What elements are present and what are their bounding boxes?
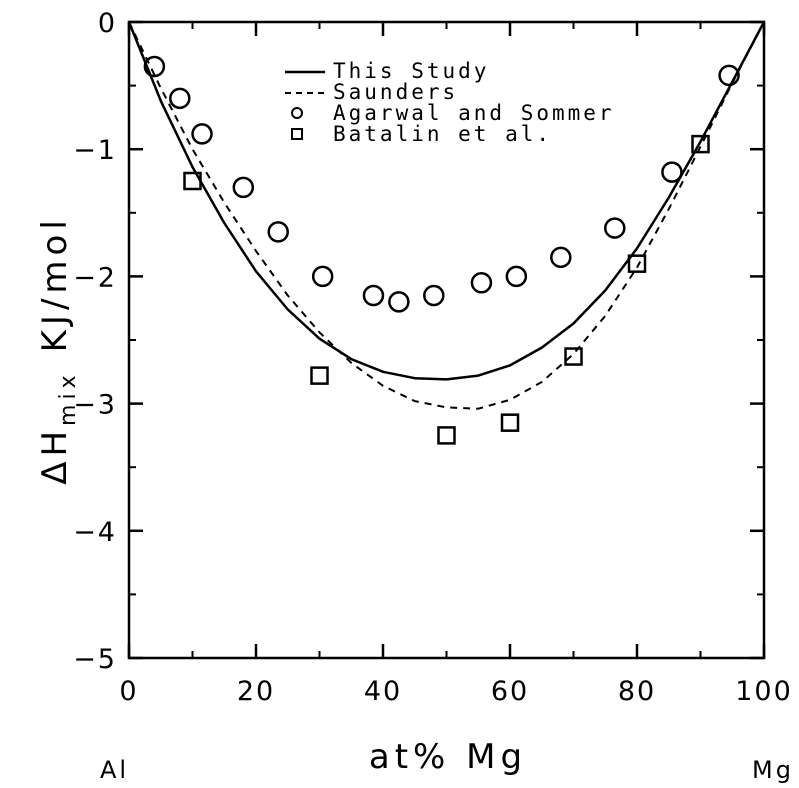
data-point-circle — [143, 55, 166, 78]
y-axis-label: ΔHmix KJ/mol — [35, 215, 81, 485]
data-point-square — [691, 134, 710, 154]
legend-item-batalin-et-al: Batalin et al. — [291, 122, 552, 146]
data-point-circle — [311, 265, 334, 288]
x-tick-label: 100 — [735, 676, 793, 707]
axes: 0 20 40 60 80 100 0 −1 −2 −3 −4 −5 — [73, 8, 793, 707]
series-batalin-et-al — [183, 134, 710, 445]
series-agarwal-and-sommer — [143, 55, 740, 313]
data-point-circle — [505, 265, 528, 288]
data-point-square — [564, 347, 583, 366]
data-point-square — [310, 366, 329, 385]
legend-label: Saunders — [333, 80, 458, 104]
x-tick-label: 0 — [119, 676, 138, 707]
legend-item-agarwal-and-sommer: Agarwal and Sommer — [291, 101, 615, 125]
x-tick-label: 40 — [364, 676, 402, 707]
y-axis-label-main: ΔH — [35, 426, 75, 485]
series-line-this-study — [127, 21, 766, 381]
data-point-square — [500, 413, 520, 432]
legend-swatch-circle — [291, 107, 303, 119]
series-saunders — [128, 21, 765, 410]
legend-label: Agarwal and Sommer — [333, 101, 615, 125]
series-layer — [127, 21, 766, 445]
data-point-circle — [232, 176, 255, 199]
data-point-circle — [191, 123, 213, 145]
x-tick-label: 60 — [491, 676, 529, 707]
x-axis-right-end-label: Mg — [752, 756, 794, 784]
y-tick-label: −1 — [73, 135, 117, 166]
data-point-circle — [550, 246, 572, 269]
y-axis-label-sub: mix — [56, 370, 81, 426]
data-point-circle — [604, 217, 626, 239]
data-point-circle — [169, 87, 191, 110]
legend-label: This Study — [333, 59, 489, 83]
data-point-circle — [388, 291, 410, 313]
y-tick-label: −3 — [73, 390, 117, 421]
data-point-circle — [718, 64, 740, 87]
y-tick-label: −2 — [73, 262, 117, 293]
data-point-circle — [470, 272, 493, 294]
x-tick-label: 80 — [618, 676, 656, 707]
series-this-study — [127, 21, 766, 381]
legend-label: Batalin et al. — [333, 122, 552, 146]
data-point-square — [627, 254, 647, 273]
data-point-circle — [267, 221, 289, 243]
y-tick-label: −4 — [73, 517, 117, 548]
data-point-circle — [661, 161, 683, 183]
y-tick-label: 0 — [98, 8, 117, 39]
legend-item-saunders: Saunders — [285, 80, 458, 104]
legend-swatch-square — [291, 128, 303, 140]
x-tick-label: 20 — [237, 676, 275, 707]
svg-text:ΔHmixKJ/mol: ΔHmix KJ/mol — [35, 215, 81, 485]
data-point-circle — [423, 284, 445, 307]
legend-item-this-study: This Study — [285, 59, 489, 83]
x-axis-left-end-label: Al — [100, 756, 129, 784]
data-point-square — [183, 171, 202, 191]
series-line-saunders — [128, 21, 765, 410]
data-point-circle — [362, 284, 385, 307]
data-point-square — [437, 426, 456, 445]
y-tick-label: −5 — [73, 644, 117, 675]
y-axis-label-unit: KJ/mol — [35, 215, 75, 352]
x-axis-label: at% Mg — [369, 737, 527, 777]
